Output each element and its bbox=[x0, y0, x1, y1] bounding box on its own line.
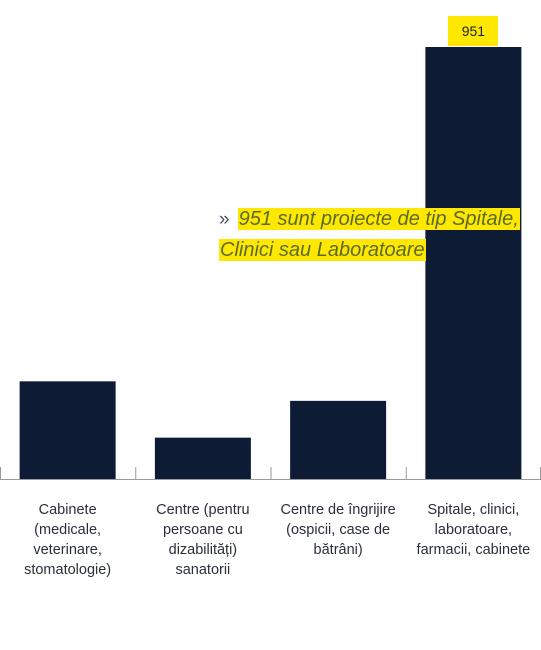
callout-text: 951 sunt proiecte de tip Spitale, Clinic… bbox=[219, 208, 520, 261]
callout-annotation: » 951 sunt proiecte de tip Spitale, Clini… bbox=[219, 204, 529, 266]
bar-2 bbox=[154, 437, 251, 479]
category-label-3: Centre de îngrijire (ospicii, case de bă… bbox=[280, 502, 396, 558]
category-label-4: Spitale, clinici, laboratoare, farmacii,… bbox=[416, 502, 531, 558]
bar-1 bbox=[19, 381, 116, 479]
callout-marker: » bbox=[219, 209, 230, 230]
bar-4 bbox=[425, 47, 522, 479]
category-label-1: Cabinete (medicale, veterinare, stomatol… bbox=[24, 502, 112, 578]
bar-3 bbox=[290, 400, 387, 479]
data-label-4: 951 bbox=[448, 16, 499, 46]
category-label-2: Centre (pentru persoane cu dizabilități)… bbox=[156, 502, 250, 578]
